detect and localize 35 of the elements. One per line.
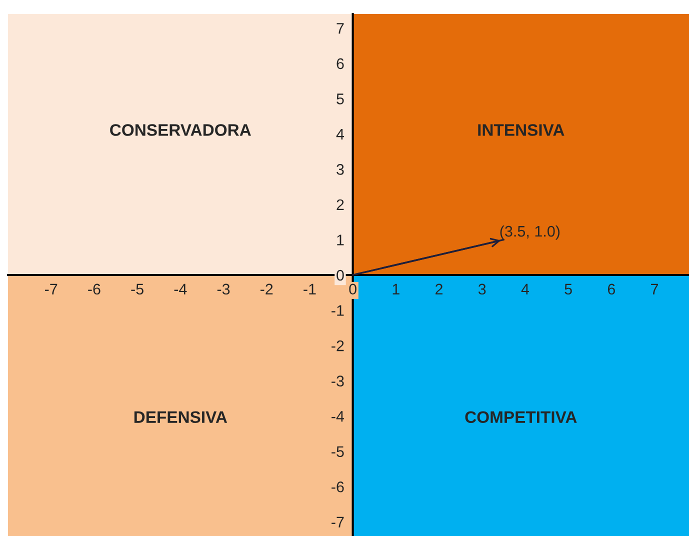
y-tick-label: 4	[336, 128, 344, 140]
y-tick-label: 1	[337, 234, 344, 246]
y-tick-label: -2	[332, 340, 344, 352]
x-tick-label: -5	[131, 284, 144, 295]
y-tick-label: 0	[336, 270, 344, 281]
y-tick-label: -3	[332, 376, 344, 386]
y-tick-label: -7	[332, 516, 344, 528]
y-tick-label: 6	[336, 58, 344, 70]
x-tick-label: 5	[564, 284, 572, 295]
y-tick-label: 5	[336, 94, 344, 104]
x-tick-label: -7	[44, 284, 58, 294]
y-tick-label: 7	[336, 23, 344, 34]
x-tick-label: 2	[436, 284, 442, 294]
y-tick-label: 3	[336, 164, 344, 175]
annotation: CONSERVADORA	[110, 124, 251, 136]
x-tick-label: -1	[304, 284, 316, 294]
x-tick-label: 7	[651, 284, 658, 294]
x-tick-label: 0	[349, 284, 356, 295]
x-tick-label: 6	[608, 284, 615, 295]
x-tick-label: 1	[392, 284, 400, 294]
annotation: DEFENSIVA	[134, 411, 228, 424]
x-tick-label: -3	[217, 284, 230, 295]
annotation: (3.5, 1.0)	[500, 225, 560, 240]
x-tick-label: 3	[478, 284, 486, 295]
y-tick-label: -5	[332, 446, 344, 458]
x-tick-label: 4	[521, 284, 530, 294]
y-tick-label: -1	[332, 305, 344, 316]
x-tick-label: -6	[88, 284, 100, 295]
y-tick-label: 2	[336, 199, 344, 210]
y-tick-label: -4	[332, 411, 344, 422]
x-tick-label: -4	[174, 284, 187, 294]
y-tick-label: -6	[332, 481, 344, 492]
annotation: INTENSIVA	[478, 124, 564, 136]
x-tick-label: -2	[260, 284, 273, 294]
annotation: COMPETITIVA	[465, 411, 577, 424]
